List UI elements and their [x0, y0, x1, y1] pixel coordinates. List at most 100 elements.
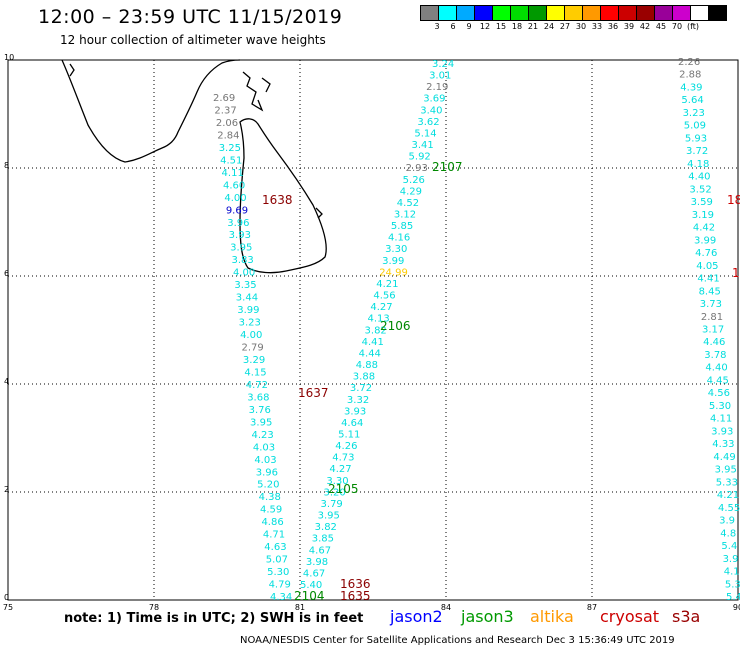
y-axis-tick-label: 0: [4, 593, 10, 602]
coast-detail-1: [242, 71, 264, 112]
legend-label: 70: [671, 22, 683, 31]
wave-height-value: 3.72: [350, 383, 372, 394]
y-axis-tick-label: 6: [4, 269, 10, 278]
wave-height-value: 3.32: [347, 395, 369, 406]
satellite-legend-item: jason3: [461, 607, 514, 626]
wave-height-value: 4.13: [367, 314, 389, 325]
legend-label: 9: [466, 22, 472, 31]
wave-height-value: 4.86: [261, 517, 283, 528]
x-axis-tick-label: 78: [148, 603, 160, 612]
wave-height-value: 2.26: [678, 57, 700, 68]
legend-label: 36: [607, 22, 619, 31]
wave-height-value: 3.99: [694, 235, 716, 246]
wave-height-value: 4.27: [329, 464, 351, 475]
wave-height-value: 4.40: [705, 363, 727, 374]
grid-lines: [8, 60, 738, 600]
pass-time-label: 1638: [262, 193, 293, 207]
wave-height-value: 3.19: [692, 210, 714, 221]
wave-height-value: 4.76: [695, 248, 717, 259]
wave-height-value: 4.59: [260, 505, 282, 516]
wave-height-value: 4.52: [397, 198, 419, 209]
legend-label: 21: [527, 22, 539, 31]
wave-height-value: 4.03: [254, 455, 276, 466]
wave-height-value: 4.56: [373, 291, 395, 302]
wave-height-value: 4.11: [222, 168, 244, 179]
wave-height-value: 4.23: [251, 430, 273, 441]
y-axis-tick-label: 10: [4, 53, 15, 62]
wave-height-value: 4.41: [362, 337, 384, 348]
wave-height-value: 4.40: [688, 172, 710, 183]
wave-height-value: 4.71: [263, 530, 285, 541]
wave-height-value: 3.79: [321, 499, 343, 510]
wave-height-value: 4.49: [713, 452, 735, 463]
wave-height-value: 3.35: [234, 280, 256, 291]
wave-height-value: 2.19: [426, 82, 448, 93]
wave-height-value: 4.21: [717, 490, 739, 501]
wave-height-value: 2.93: [406, 163, 428, 174]
wave-height-value: 4.42: [693, 223, 715, 234]
wave-height-value: 5.4: [721, 541, 737, 552]
wave-height-value: 4.26: [335, 441, 357, 452]
wave-height-value: 4.29: [400, 186, 422, 197]
x-axis-tick-label: 90: [732, 603, 740, 612]
wave-height-value: 2.06: [216, 118, 238, 129]
wave-height-value: 4.15: [244, 367, 266, 378]
altimeter-tracks: 2.692.372.062.843.254.514.114.604.009.69…: [213, 57, 740, 603]
wave-height-value: 3.44: [236, 293, 258, 304]
page-title: 12:00 – 23:59 UTC 11/15/2019: [38, 6, 343, 28]
legend-label: 15: [495, 22, 507, 31]
wave-height-value: 3.62: [417, 117, 439, 128]
wave-height-value: 3.9: [723, 554, 739, 565]
coast-detail-3: [69, 63, 75, 77]
wave-height-value: 3.30: [326, 476, 348, 487]
wave-height-value: 5.92: [409, 152, 431, 163]
wave-height-value: 5.30: [709, 401, 731, 412]
page-subtitle: 12 hour collection of altimeter wave hei…: [60, 33, 326, 47]
wave-height-value: 4.27: [370, 302, 392, 313]
wave-height-value: 3.24: [432, 59, 454, 70]
wave-height-value: 4.16: [388, 233, 410, 244]
wave-height-value: 4.88: [356, 360, 378, 371]
wave-height-value: 3.68: [247, 392, 269, 403]
wave-height-value: 4.67: [303, 568, 325, 579]
legend-label: 18: [511, 22, 523, 31]
wave-height-value: 5.14: [414, 128, 436, 139]
wave-height-value: 5.20: [257, 480, 279, 491]
wave-height-value: 5.09: [684, 121, 706, 132]
wave-height-value: 3.59: [691, 197, 713, 208]
wave-height-value: 4.11: [710, 414, 732, 425]
legend-label: 24: [543, 22, 555, 31]
wave-height-value: 2.81: [701, 312, 723, 323]
wave-height-value: 3.23: [239, 318, 261, 329]
satellite-legend-item: cryosat: [600, 607, 660, 626]
wave-height-value: 3.52: [689, 184, 711, 195]
wave-height-value: 4.44: [359, 348, 381, 359]
wave-height-value: 2.88: [679, 70, 701, 81]
wave-height-value: 3.82: [315, 522, 337, 533]
sri-lanka-coastline: [239, 118, 327, 274]
wave-height-value: 3.95: [715, 465, 737, 476]
x-axis-tick-label: 75: [2, 603, 14, 612]
wave-height-value: 3.17: [702, 325, 724, 336]
pass-time-label: 2105: [328, 482, 359, 496]
wave-height-value: 4.46: [703, 337, 725, 348]
wave-height-value: 4.60: [223, 180, 245, 191]
pass-time-label: 1635: [340, 589, 371, 603]
wave-height-value: 3.99: [237, 305, 259, 316]
wave-height-value: 5.30: [267, 567, 289, 578]
x-axis-tick-label: 87: [586, 603, 598, 612]
wave-height-value: 2.37: [214, 105, 236, 116]
wave-height-value: 4.39: [680, 82, 702, 93]
wave-height-value: 3.9: [719, 516, 735, 527]
wave-height-value: 5.40: [300, 580, 322, 591]
wave-height-value: 4.79: [269, 580, 291, 591]
y-axis-tick-label: 4: [4, 377, 10, 386]
wave-height-value: 3.96: [256, 467, 278, 478]
wave-height-value: 5.93: [685, 133, 707, 144]
wave-height-value: 3.76: [249, 405, 271, 416]
wave-height-value: 3.30: [385, 244, 407, 255]
wave-height-value: 4.33: [712, 439, 734, 450]
coastline: [61, 59, 327, 274]
satellite-legend-item: jason2: [390, 607, 443, 626]
pass-time-label: 1637: [298, 386, 329, 400]
